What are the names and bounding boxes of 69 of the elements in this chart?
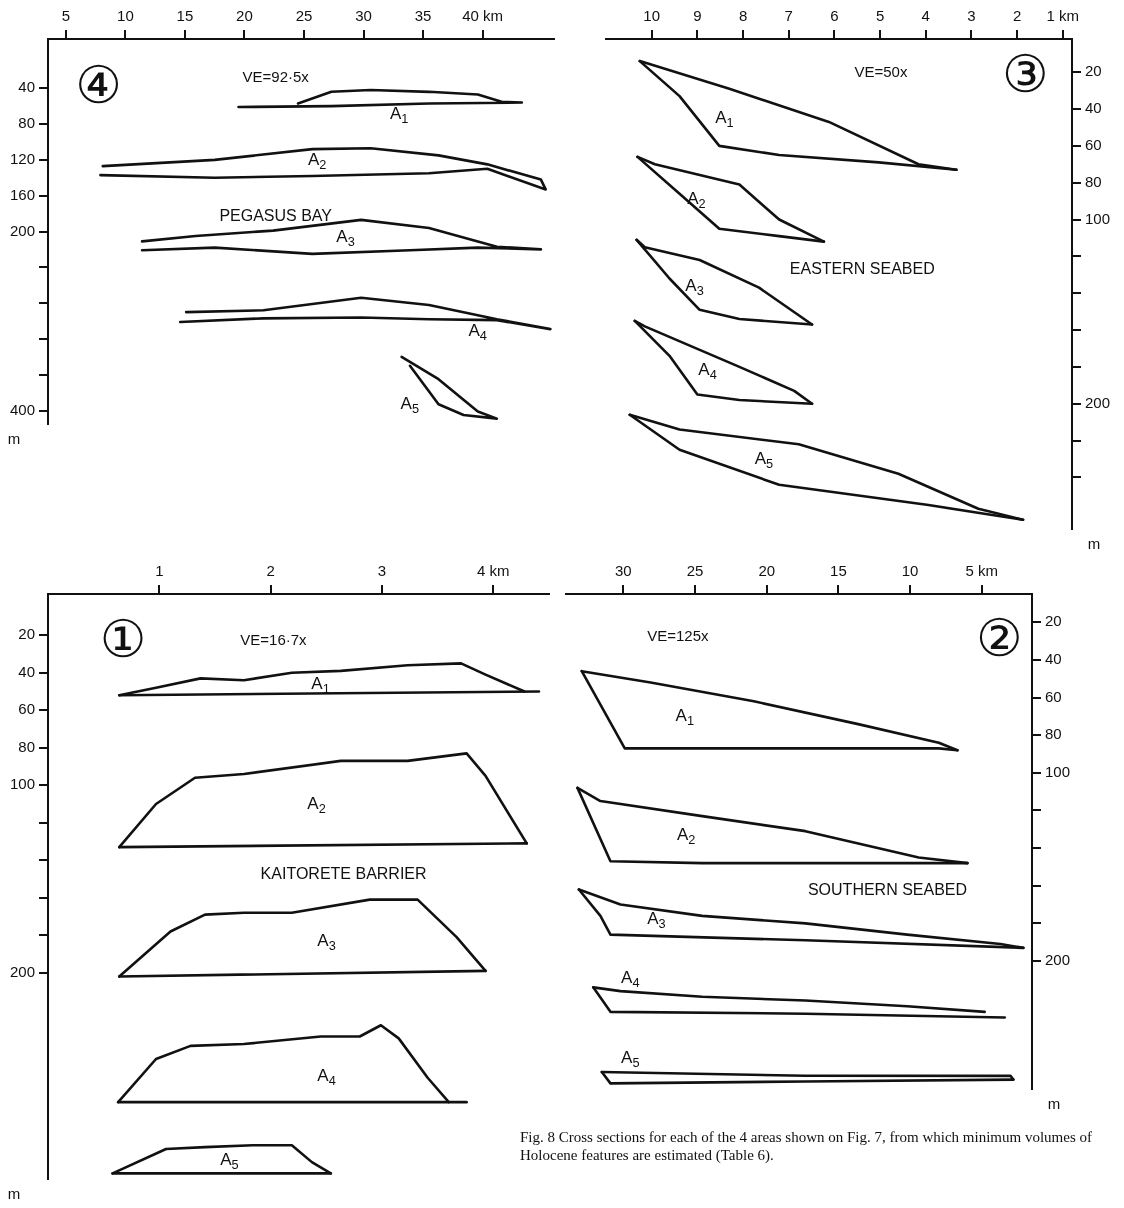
x-tick-label: 4 xyxy=(921,7,930,25)
text: VE=92·5x xyxy=(242,67,310,85)
y-tick-label: 80 xyxy=(1084,172,1102,190)
x-tick-label: 4 km xyxy=(477,562,510,580)
text: VE=16·7x xyxy=(240,630,308,648)
y-tick-label: 160 xyxy=(10,185,36,203)
y-tick-label: 200 xyxy=(1044,951,1070,969)
annotation: ④ xyxy=(75,54,122,115)
x-tick-label: 1 km xyxy=(1046,7,1080,25)
x-tick-label: 10 xyxy=(117,7,134,25)
y-tick-label: 60 xyxy=(18,700,36,718)
text: PEGASUS BAY xyxy=(219,206,333,224)
x-tick-label: 30 xyxy=(355,7,372,25)
x-tick-label: 30 xyxy=(615,562,632,580)
x-tick-label: 40 km xyxy=(462,7,503,25)
x-tick-label: 8 xyxy=(738,7,748,25)
y-tick-label: 20 xyxy=(18,625,36,643)
x-tick-label: 3 xyxy=(377,562,387,580)
x-tick-label: 15 xyxy=(176,7,194,25)
y-tick-label: 60 xyxy=(1044,687,1062,705)
y-tick-label: 20 xyxy=(1044,612,1062,630)
annotation: ① xyxy=(99,609,147,670)
text: VE=125x xyxy=(647,627,709,645)
y-tick-label: 40 xyxy=(1084,99,1102,117)
x-tick-label: 20 xyxy=(758,562,776,580)
x-tick-label: 35 xyxy=(414,7,432,25)
y-axis-title: m xyxy=(1087,535,1101,553)
y-tick-label: 40 xyxy=(18,662,36,680)
x-tick-label: 25 xyxy=(686,562,704,580)
y-axis-title: m xyxy=(1047,1095,1061,1113)
y-tick-label: 80 xyxy=(1044,725,1062,743)
x-tick-label: 7 xyxy=(784,7,793,25)
y-tick-label: 40 xyxy=(1044,650,1062,668)
y-tick-label: 60 xyxy=(1084,135,1102,153)
x-tick-label: 3 xyxy=(967,7,976,25)
text: KAITORETE BARRIER xyxy=(260,865,427,883)
y-tick-label: 100 xyxy=(10,775,36,793)
x-tick-label: 5 xyxy=(875,7,885,25)
x-tick-label: 15 xyxy=(830,562,847,580)
text: VE=50x xyxy=(854,63,908,81)
x-tick-label: 5 km xyxy=(965,562,999,580)
annotation: ② xyxy=(976,607,1023,668)
x-tick-label: 25 xyxy=(295,7,313,25)
x-tick-label: 10 xyxy=(643,7,661,25)
y-tick-label: 80 xyxy=(18,114,36,132)
x-tick-label: 2 xyxy=(1012,7,1022,25)
y-tick-label: 100 xyxy=(1084,209,1110,227)
y-tick-label: 200 xyxy=(10,962,36,980)
y-tick-label: 80 xyxy=(18,737,36,755)
y-axis-title: m xyxy=(7,1185,21,1203)
x-tick-label: 10 xyxy=(901,562,919,580)
y-tick-label: 200 xyxy=(10,221,36,239)
x-tick-label: 1 xyxy=(155,562,164,580)
y-tick-label: 20 xyxy=(1084,62,1102,80)
y-tick-label: 100 xyxy=(1044,762,1070,780)
y-tick-label: 400 xyxy=(10,400,36,418)
y-tick-label: 40 xyxy=(18,78,36,96)
x-tick-label: 6 xyxy=(830,7,839,25)
y-tick-label: 120 xyxy=(10,150,36,168)
x-tick-label: 9 xyxy=(693,7,702,25)
y-axis-title: m xyxy=(7,430,21,448)
annotation: ③ xyxy=(1002,43,1049,104)
y-tick-label: 200 xyxy=(1084,393,1110,411)
text: EASTERN SEABED xyxy=(789,259,935,277)
x-tick-label: 5 xyxy=(61,7,71,25)
annotation: Fig. 8 Cross sections for each of the 4 areas shown on Fig. 7, from which minimum volumes of Holocene features are estimated (Table 6). xyxy=(520,1128,1093,1164)
text: SOUTHERN SEABED xyxy=(807,881,968,899)
x-tick-label: 2 xyxy=(266,562,275,580)
x-tick-label: 20 xyxy=(236,7,253,25)
